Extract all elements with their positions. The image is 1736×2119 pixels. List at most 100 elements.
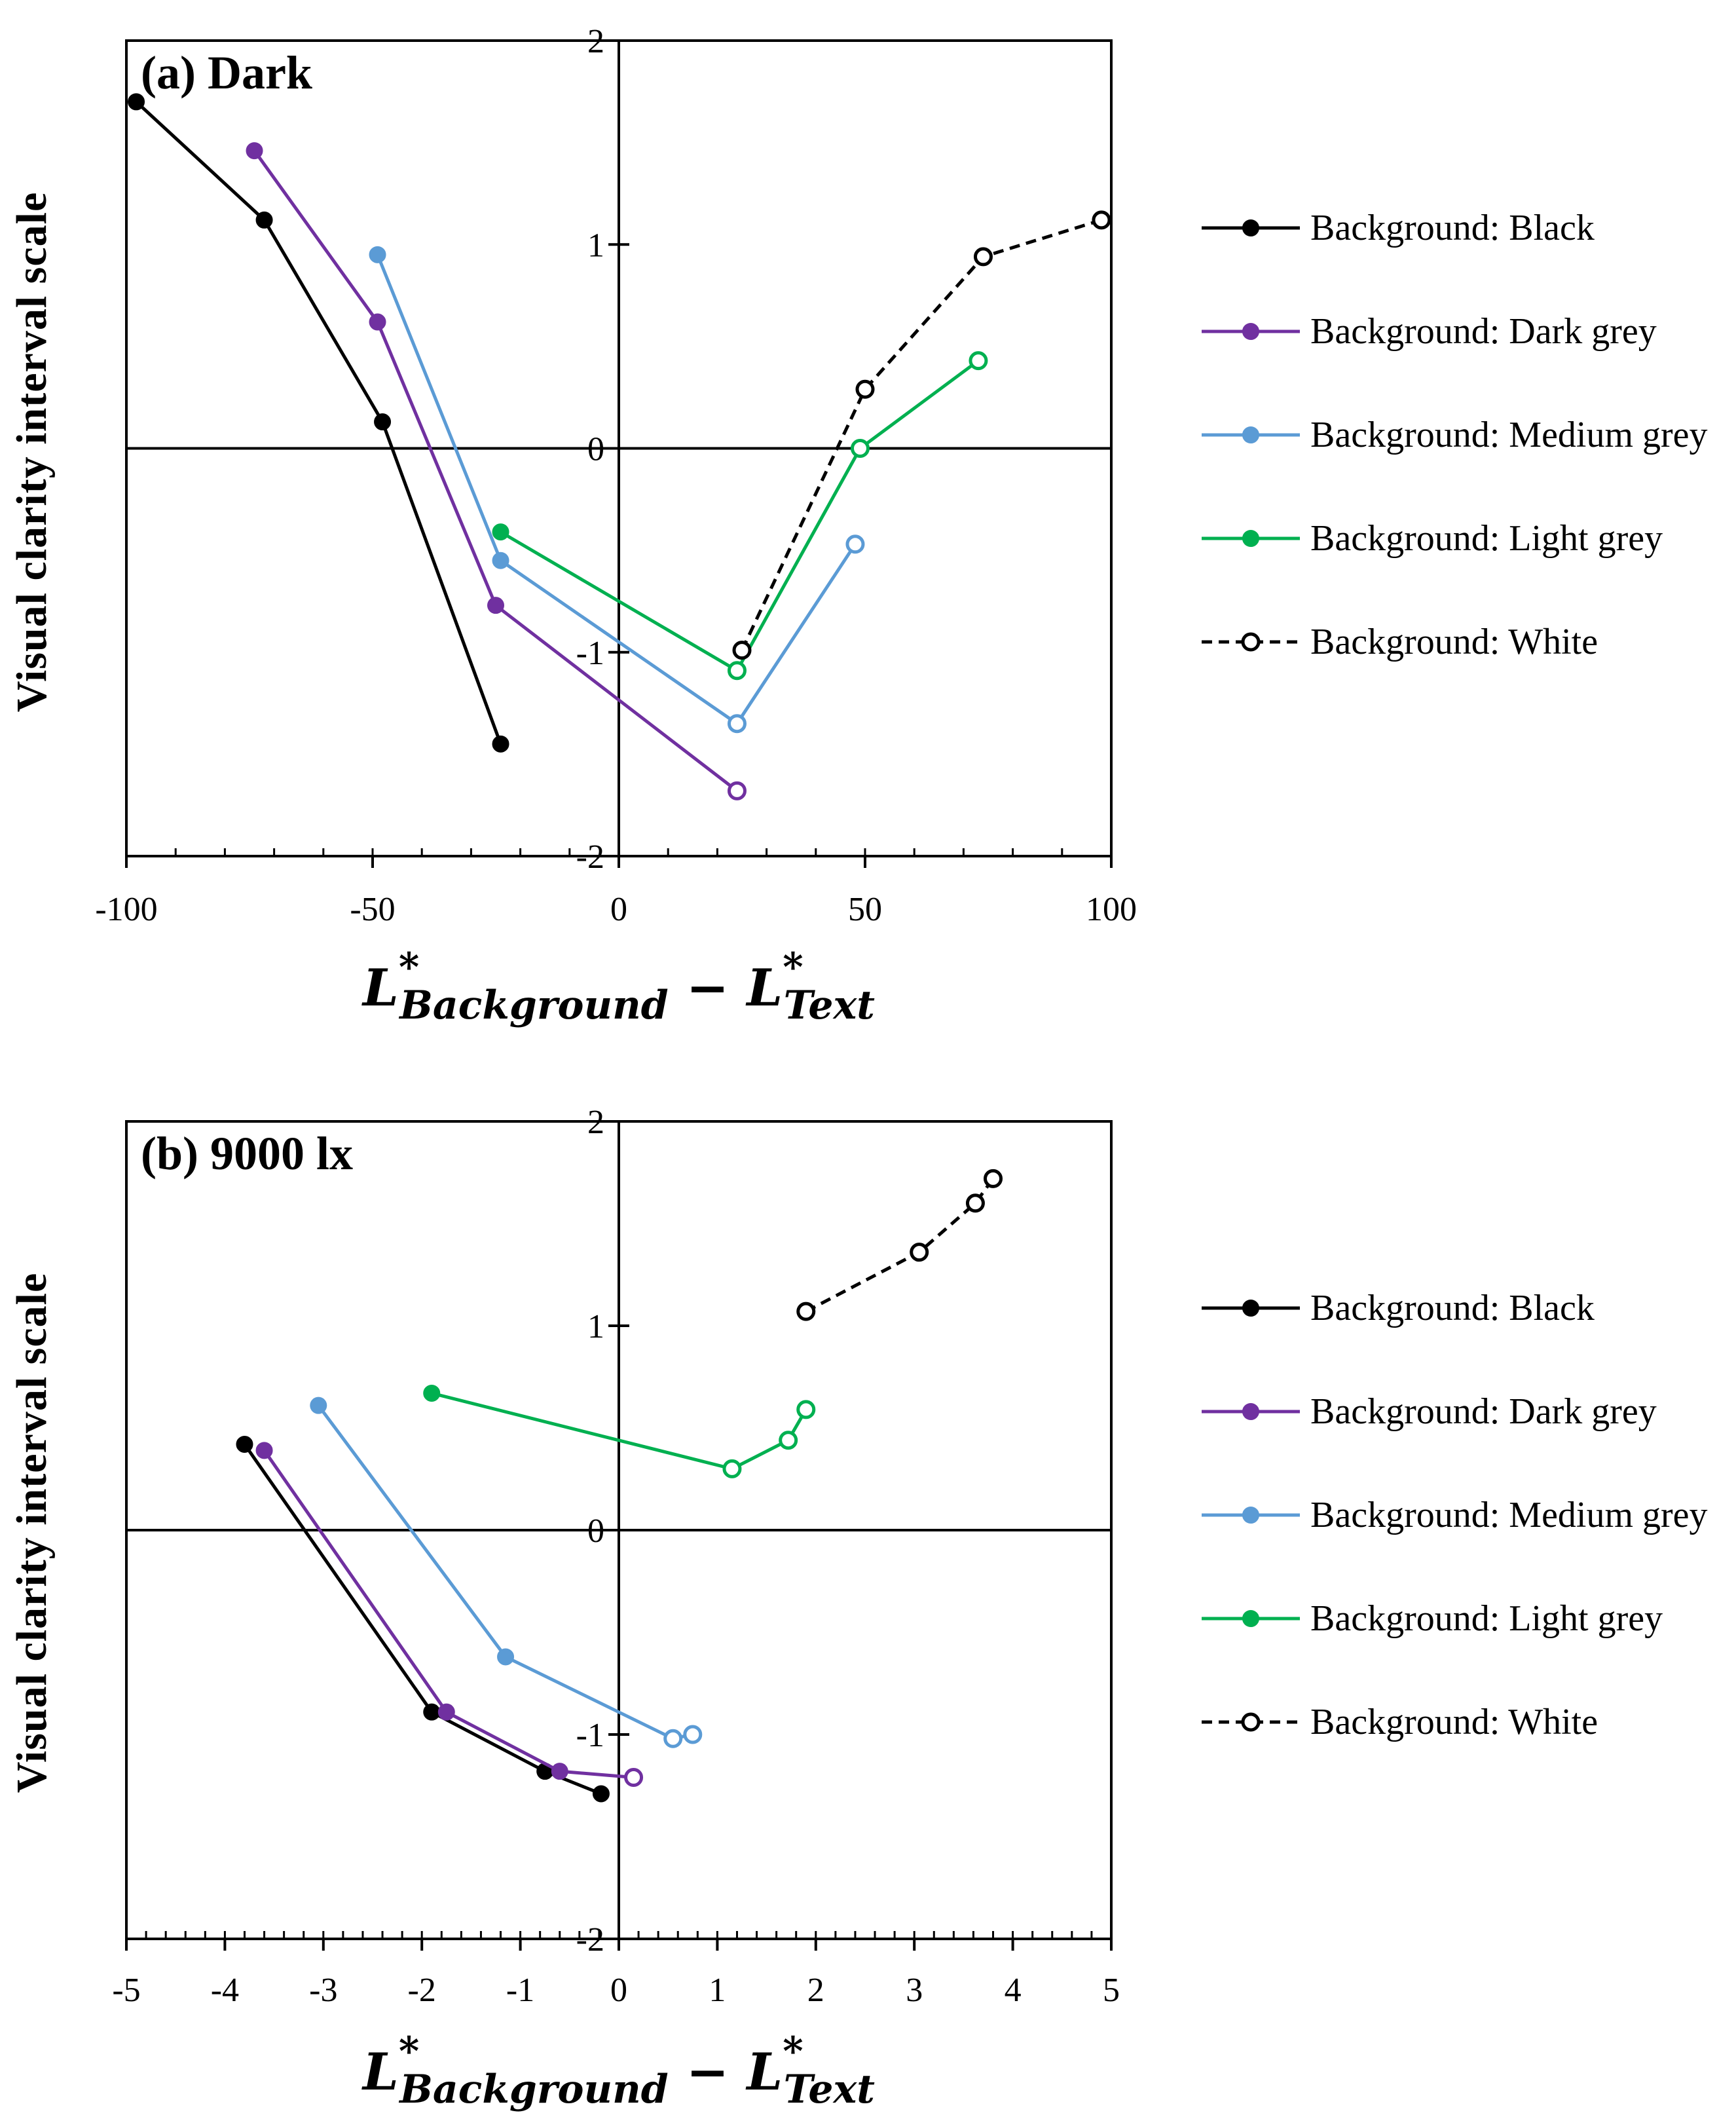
x-tick-label: -100 (95, 891, 157, 928)
series-background-medium-grey (310, 1397, 703, 1748)
legend-label: Background: Medium grey (1310, 1495, 1708, 1535)
legend-swatch-marker (1242, 1610, 1259, 1627)
x-tick-label: 3 (906, 1972, 923, 2009)
legend-label: Background: White (1310, 622, 1598, 662)
data-point (255, 211, 273, 229)
series-background-white (732, 210, 1111, 660)
series-background-dark-grey (246, 142, 747, 800)
legend-label: Background: Light grey (1310, 1598, 1663, 1639)
series-line (740, 218, 1102, 651)
data-point (492, 552, 509, 569)
data-point (246, 142, 263, 160)
series-line (317, 1404, 693, 1740)
legend-entry: Background: White (1202, 622, 1598, 662)
data-point (374, 413, 392, 431)
y-tick-label: 0 (587, 431, 604, 468)
y-tick-label: 2 (587, 23, 604, 60)
x-tick-label: 1 (709, 1972, 726, 2009)
legend-label: Background: Black (1310, 208, 1595, 248)
data-point (732, 641, 752, 660)
series-line (376, 253, 857, 726)
series-background-white (796, 1169, 1003, 1321)
panel-title: (a) Dark (141, 47, 312, 99)
x-axis-label: L* Background − L* Text (361, 2029, 875, 2112)
x-tick-label: -4 (211, 1972, 239, 2009)
y-tick-label: -1 (576, 635, 604, 672)
data-point (437, 1703, 455, 1721)
data-point (497, 1648, 515, 1666)
series-background-light-grey (492, 351, 988, 681)
legend-entry: Background: Dark grey (1202, 1391, 1657, 1432)
legend-entry: Background: Light grey (1202, 518, 1663, 559)
data-point (965, 1193, 985, 1213)
panel-title: (b) 9000 lx (141, 1127, 353, 1180)
x-tick-label: -3 (309, 1972, 337, 2009)
legend-label: Background: Light grey (1310, 518, 1663, 559)
x-tick-label: -2 (408, 1972, 436, 2009)
x-tick-label: 0 (610, 1972, 627, 2009)
x-tick-label: 50 (848, 891, 882, 928)
y-tick-label: -1 (576, 1717, 604, 1754)
y-tick-label: -2 (576, 838, 604, 876)
legend-entry: Background: Light grey (1202, 1598, 1663, 1639)
data-point (236, 1435, 253, 1453)
y-axis-label: Visual clarity interval scale (8, 1273, 56, 1793)
legend-swatch-marker (1242, 1403, 1259, 1420)
x-tick-label: -5 (112, 1972, 140, 2009)
series-line (135, 100, 502, 745)
chart-panel-a: -100 -50 0 50 100 -2 -1 0 1 2 (a) Dark Visual clari… (8, 23, 1708, 1028)
data-point (128, 93, 145, 111)
legend-label: Background: Medium grey (1310, 415, 1708, 455)
data-point (369, 246, 386, 263)
legend-entry: Background: Black (1202, 208, 1595, 248)
data-point (727, 781, 747, 800)
data-point (255, 1442, 273, 1459)
legend-swatch-marker (1241, 632, 1261, 652)
legend-swatch-marker (1242, 1507, 1259, 1524)
series-line (253, 149, 739, 793)
y-tick-label: -2 (576, 1921, 604, 1959)
data-point (969, 351, 988, 371)
legend-swatch-marker (1242, 426, 1259, 443)
data-point (487, 597, 504, 614)
legend-entry: Background: Dark grey (1202, 311, 1657, 352)
data-point (1092, 210, 1111, 230)
y-tick-label: 0 (587, 1512, 604, 1550)
x-tick-label: 0 (610, 891, 627, 928)
legend-swatch-marker (1242, 530, 1259, 547)
series-background-black (236, 1435, 610, 1803)
series-line (431, 1391, 807, 1471)
data-point (492, 523, 509, 541)
data-point (624, 1768, 644, 1788)
legend-swatch-marker (1242, 219, 1259, 236)
x-tick-label: 100 (1086, 891, 1137, 928)
data-point (722, 1459, 742, 1478)
data-point (663, 1729, 683, 1748)
legend-swatch-marker (1242, 1300, 1259, 1317)
series-background-dark-grey (255, 1442, 644, 1788)
data-point (310, 1397, 327, 1414)
series-background-black (128, 93, 509, 753)
data-point (369, 313, 386, 331)
y-tick-label: 2 (587, 1104, 604, 1141)
series-line (805, 1177, 995, 1313)
series-background-light-grey (423, 1384, 816, 1478)
data-point (423, 1703, 441, 1721)
legend-entry: Background: Black (1202, 1288, 1595, 1328)
legend-entry: Background: White (1202, 1702, 1598, 1742)
y-tick-label: 1 (587, 227, 604, 264)
legend-entry: Background: Medium grey (1202, 415, 1708, 455)
legend-label: Background: Dark grey (1310, 1391, 1657, 1432)
data-point (984, 1169, 1003, 1188)
data-point (910, 1243, 929, 1262)
data-point (727, 661, 747, 681)
data-point (423, 1384, 441, 1402)
x-tick-label: 2 (807, 1972, 824, 2009)
data-point (492, 735, 509, 753)
y-axis-label: Visual clarity interval scale (8, 192, 56, 713)
x-axis-label: L* Background − L* Text (361, 945, 875, 1028)
legend-swatch-marker (1241, 1712, 1261, 1732)
series-line (243, 1443, 602, 1795)
data-point (796, 1400, 816, 1419)
